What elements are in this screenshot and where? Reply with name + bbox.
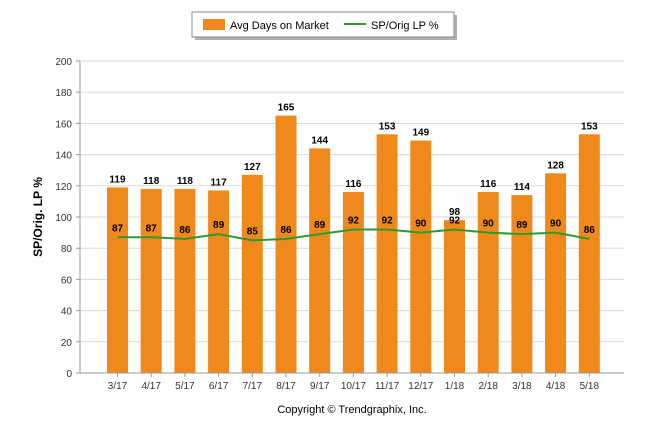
- bar-11/17: [376, 134, 398, 373]
- x-tick-label-2/18: 2/18: [478, 381, 498, 392]
- x-tick-label-5/17: 5/17: [175, 381, 195, 392]
- legend: Avg Days on Market SP/Orig LP %: [191, 11, 457, 40]
- bar-4/17: [140, 188, 162, 373]
- bar-6/17: [208, 190, 230, 373]
- y-tick-label-180: 180: [55, 88, 72, 99]
- bar-value-label-1/18: 98: [449, 207, 461, 218]
- x-tick-label-3/18: 3/18: [512, 381, 532, 392]
- y-tick-label-80: 80: [61, 244, 73, 255]
- line-value-label-4/17: 87: [146, 223, 158, 234]
- legend-label-line: SP/Orig LP %: [371, 20, 439, 32]
- line-value-label-4/18: 90: [550, 219, 562, 230]
- bar-value-label-12/17: 149: [412, 128, 429, 139]
- bar-5/17: [174, 188, 196, 373]
- y-tick-label-40: 40: [61, 307, 73, 318]
- y-axis-ticks: 0 20 40 60 80 100 120 140 160 180 200: [55, 57, 80, 380]
- bar-value-label-4/17: 118: [143, 176, 160, 187]
- line-value-label-9/17: 89: [314, 220, 326, 231]
- bar-3/17: [107, 187, 128, 373]
- x-axis-ticks: 3/17 4/17 5/17 6/17 7/17 8/17 9/17 10/17 11/17 12…: [108, 373, 600, 392]
- bar-10/17: [342, 192, 364, 373]
- x-tick-label-9/17: 9/17: [310, 381, 330, 392]
- y-tick-label-200: 200: [55, 57, 72, 68]
- y-tick-label-100: 100: [55, 213, 72, 224]
- x-tick-label-12/17: 12/17: [408, 381, 433, 392]
- y-tick-label-160: 160: [55, 119, 72, 130]
- bar-value-label-6/17: 117: [211, 177, 228, 188]
- line-value-label-2/18: 90: [483, 219, 495, 230]
- bar-value-label-9/17: 144: [311, 135, 328, 146]
- legend-swatch-bar: [203, 19, 225, 30]
- bar-value-label-8/17: 165: [278, 103, 295, 114]
- x-tick-label-4/17: 4/17: [141, 381, 161, 392]
- line-value-label-7/17: 85: [247, 226, 259, 237]
- line-path-sp-orig-lp: [117, 228, 590, 242]
- line-value-label-12/17: 90: [415, 219, 427, 230]
- bar-value-label-7/17: 127: [244, 162, 261, 173]
- y-axis-label: SP/Orig. LP %: [31, 177, 45, 257]
- bar-value-label-5/18: 153: [581, 121, 598, 132]
- bar-labels: 119 118 118 117 127 165 144 116 153 149 98 116 114 12…: [109, 103, 598, 219]
- x-tick-label-8/17: 8/17: [276, 381, 296, 392]
- bar-1/18: [444, 220, 465, 373]
- bars: [107, 115, 600, 373]
- bar-7/17: [241, 174, 263, 373]
- bar-value-label-3/17: 119: [109, 174, 126, 185]
- line-labels: 87 87 86 89 85 86 89 92 92 90 92 90 89 90 86: [112, 215, 595, 237]
- bar-8/17: [275, 115, 297, 373]
- bar-12/17: [410, 140, 432, 373]
- x-tick-label-1/18: 1/18: [445, 381, 465, 392]
- x-tick-label-3/17: 3/17: [108, 381, 128, 392]
- y-tick-label-140: 140: [55, 151, 72, 162]
- line-value-label-1/18: 92: [449, 215, 461, 226]
- bar-value-label-4/18: 128: [547, 160, 564, 171]
- bar-9/17: [309, 148, 331, 373]
- bar-value-label-10/17: 116: [345, 179, 362, 190]
- bar-2/18: [477, 192, 499, 373]
- copyright-text: Copyright © Trendgraphix, Inc.: [277, 404, 426, 416]
- bar-value-label-3/18: 114: [514, 182, 531, 193]
- y-tick-label-60: 60: [61, 275, 73, 286]
- y-tick-label-20: 20: [61, 338, 73, 349]
- x-tick-label-5/18: 5/18: [580, 381, 600, 392]
- bar-value-label-11/17: 153: [379, 121, 396, 132]
- line-series: [117, 228, 590, 242]
- x-tick-label-7/17: 7/17: [243, 381, 263, 392]
- line-value-label-3/17: 87: [112, 223, 124, 234]
- x-tick-label-11/17: 11/17: [375, 381, 400, 392]
- y-tick-label-120: 120: [55, 182, 72, 193]
- x-tick-label-4/18: 4/18: [546, 381, 566, 392]
- y-tick-label-0: 0: [66, 369, 72, 380]
- line-value-label-10/17: 92: [348, 215, 360, 226]
- legend-box: [191, 11, 455, 38]
- line-value-label-11/17: 92: [382, 215, 394, 226]
- bar-value-label-2/18: 116: [480, 179, 497, 190]
- bar-4/18: [545, 173, 567, 373]
- line-value-label-5/17: 86: [179, 225, 191, 236]
- bar-value-label-5/17: 118: [177, 176, 194, 187]
- line-value-label-8/17: 86: [280, 225, 292, 236]
- legend-label-bar: Avg Days on Market: [230, 20, 329, 32]
- line-value-label-6/17: 89: [213, 220, 225, 231]
- line-value-label-3/18: 89: [516, 220, 528, 231]
- x-tick-label-10/17: 10/17: [341, 381, 366, 392]
- x-tick-label-6/17: 6/17: [209, 381, 229, 392]
- bar-3/18: [511, 195, 533, 373]
- line-value-label-5/18: 86: [584, 225, 596, 236]
- bar-5/18: [578, 134, 600, 373]
